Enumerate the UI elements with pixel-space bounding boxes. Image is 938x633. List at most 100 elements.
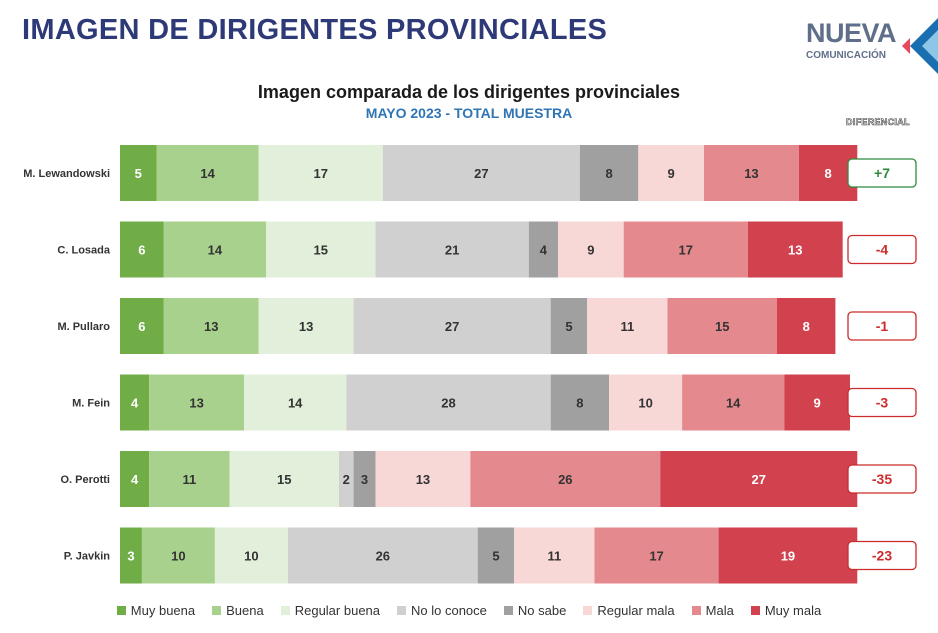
legend-label: Regular mala [597, 603, 675, 618]
bar-value-label: 6 [138, 243, 145, 258]
diferencial-box [847, 311, 917, 341]
legend-item: Regular buena [280, 603, 381, 618]
legend-swatch [503, 606, 513, 615]
bar-segment [149, 374, 245, 431]
bar-value-label: 28 [441, 396, 455, 411]
bar-value-label: 6 [138, 319, 145, 334]
bar-segment [477, 527, 515, 584]
bar-segment [704, 145, 799, 201]
bar-value-label: 5 [492, 549, 499, 564]
legend-swatch [116, 606, 126, 615]
bar-segment [747, 221, 843, 278]
bar-segment [667, 298, 777, 354]
bar-value-label: 5 [135, 166, 142, 181]
legend-label: No lo conoce [411, 603, 487, 618]
bar-value-label: 11 [182, 472, 196, 487]
bar-segment [609, 374, 683, 431]
legend-item: Buena [212, 603, 264, 618]
bar-value-label: 13 [788, 243, 802, 258]
chart-subtitle: MAYO 2023 - TOTAL MUESTRA [365, 105, 573, 121]
diferencial-box [847, 158, 917, 188]
bar-value-label: 27 [752, 472, 766, 487]
diferencial-value: -4 [876, 242, 889, 258]
bar-segment [550, 298, 588, 354]
bar-segment [550, 374, 610, 431]
bar-value-label: 17 [314, 166, 328, 181]
category-label: P. Javkin [64, 551, 111, 563]
diferencial-value: -23 [872, 548, 892, 564]
bar-segment [120, 527, 142, 584]
bar-segment [244, 374, 347, 431]
bar-segment [638, 145, 704, 201]
bar-value-label: 19 [781, 549, 795, 564]
bar-segment [382, 145, 580, 201]
legend-label: No sabe [517, 603, 567, 618]
legend-swatch [280, 606, 290, 615]
bar-segment [214, 527, 288, 584]
category-label: C. Losada [57, 245, 110, 257]
bar-value-label: 26 [376, 549, 390, 564]
legend-label: Regular buena [294, 603, 381, 618]
diferencial-value: +7 [874, 165, 890, 181]
bar-value-label: 13 [204, 319, 218, 334]
bar-value-label: 27 [474, 166, 488, 181]
diferencial-box [847, 540, 917, 571]
bar-segment [528, 221, 558, 278]
bar-value-label: 17 [649, 549, 663, 564]
diferencial-box [847, 387, 917, 418]
bar-value-label: 10 [244, 549, 258, 564]
bar-segment [339, 451, 354, 507]
bar-segment [375, 451, 471, 507]
bar-value-label: 15 [715, 319, 729, 334]
bar-segment [514, 527, 595, 584]
bar-segment [682, 374, 785, 431]
bar-segment [623, 221, 748, 278]
bar-value-label: 3 [127, 549, 134, 564]
logo-main-text: NUEVA [806, 18, 897, 48]
diferencial-value: -3 [876, 395, 889, 411]
bar-segment [287, 527, 478, 584]
bar-value-label: 10 [171, 549, 185, 564]
brand-logo: NUEVA COMUNICACIÓN [800, 16, 938, 76]
bar-segment [594, 527, 719, 584]
legend-swatch [583, 606, 593, 615]
bar-value-label: 14 [288, 396, 303, 411]
bar-value-label: 14 [726, 396, 741, 411]
bar-value-label: 2 [343, 472, 350, 487]
bar-segment [579, 145, 639, 201]
bar-value-label: 9 [814, 396, 821, 411]
bar-segment [229, 451, 339, 507]
bar-value-label: 15 [277, 472, 291, 487]
logo-arrow-icon [902, 18, 938, 74]
bar-value-label: 3 [361, 472, 368, 487]
bar-value-label: 26 [558, 472, 572, 487]
bar-value-label: 11 [547, 549, 561, 564]
bar-segment [346, 374, 551, 431]
bar-segment [163, 221, 266, 278]
bar-segment [163, 298, 259, 354]
legend-item: Muy buena [116, 603, 195, 618]
bar-value-label: 10 [638, 396, 652, 411]
bar-segment [120, 374, 150, 431]
bar-segment [258, 145, 383, 201]
bar-value-label: 4 [131, 396, 139, 411]
diferencial-value: -1 [876, 318, 889, 334]
bar-segment [120, 221, 164, 278]
logo-sub-text: COMUNICACIÓN [806, 50, 886, 61]
bar-value-label: 4 [131, 472, 139, 487]
legend-item: No lo conoce [397, 603, 487, 618]
legend-label: Mala [705, 603, 734, 618]
bar-value-label: 14 [208, 243, 223, 258]
bar-segment [470, 451, 661, 507]
bar-value-label: 11 [620, 319, 634, 334]
bar-value-label: 14 [200, 166, 215, 181]
bar-segment [149, 451, 230, 507]
bar-segment [660, 451, 858, 507]
bar-value-label: 8 [605, 166, 612, 181]
bar-value-label: 5 [565, 319, 572, 334]
category-label: M. Fein [72, 398, 110, 410]
category-label: O. Perotti [60, 474, 110, 486]
legend-item: Mala [691, 603, 734, 618]
legend-item: Muy mala [750, 603, 821, 618]
